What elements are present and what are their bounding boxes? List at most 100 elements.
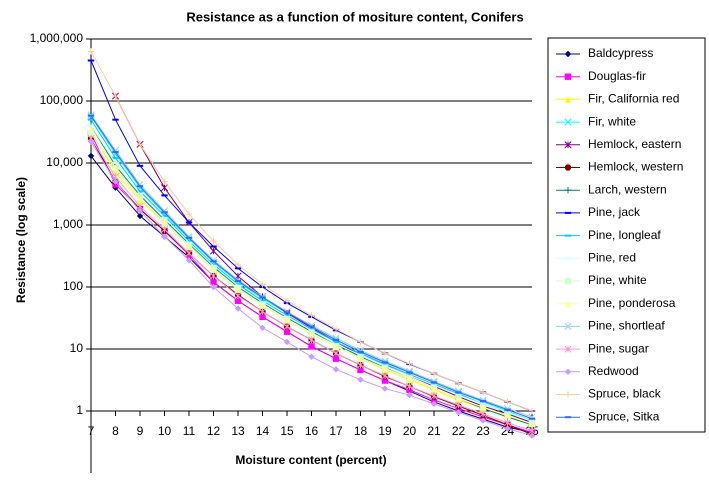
legend-label: Pine, ponderosa — [588, 296, 676, 310]
marker — [112, 92, 119, 100]
legend-marker — [564, 391, 572, 398]
legend-label: Hemlock, eastern — [588, 137, 681, 151]
marker — [283, 323, 291, 331]
marker — [185, 257, 193, 264]
marker — [406, 374, 413, 382]
marker — [381, 385, 389, 392]
y-axis-title: Resistance (log scale) — [14, 177, 28, 303]
marker — [234, 292, 242, 300]
marker — [259, 324, 266, 331]
chart-title: Resistance as a function of mositure con… — [186, 9, 523, 24]
legend-marker — [564, 322, 572, 330]
marker — [283, 316, 291, 323]
marker — [528, 432, 536, 439]
x-tick-label: 23 — [476, 424, 490, 438]
marker — [161, 178, 168, 185]
marker — [160, 184, 169, 192]
marker — [209, 272, 218, 280]
legend-marker — [564, 50, 572, 58]
marker — [258, 308, 267, 316]
marker — [430, 385, 438, 392]
marker — [357, 366, 364, 374]
legend-marker — [564, 73, 572, 80]
x-tick-label: 13 — [231, 424, 245, 438]
marker — [87, 152, 95, 160]
legend-label: Redwood — [588, 364, 639, 378]
legend-label: Pine, shortleaf — [588, 319, 665, 333]
marker — [308, 329, 315, 337]
marker — [259, 281, 266, 288]
marker — [332, 366, 340, 373]
marker — [136, 207, 144, 214]
marker — [308, 343, 315, 350]
legend-marker — [564, 118, 572, 126]
marker — [234, 261, 242, 268]
marker — [479, 417, 487, 424]
legend-marker — [564, 164, 572, 171]
marker — [283, 338, 291, 346]
marker — [503, 419, 512, 427]
legend-label: Fir, white — [588, 114, 636, 128]
marker — [381, 350, 389, 357]
marker — [405, 382, 414, 390]
marker — [528, 420, 536, 428]
legend-label: Pine, jack — [588, 205, 641, 219]
marker — [504, 425, 511, 432]
series-line — [115, 95, 533, 424]
marker — [283, 297, 291, 304]
x-tick-label: 7 — [88, 424, 95, 438]
marker — [87, 138, 95, 145]
legend-marker — [564, 96, 572, 103]
marker — [210, 237, 217, 245]
marker — [381, 377, 389, 384]
marker — [234, 297, 242, 304]
marker — [381, 372, 389, 380]
legend-label: Baldcypress — [588, 46, 653, 60]
y-tick-label: 1 — [76, 403, 83, 417]
marker — [528, 407, 536, 415]
marker — [454, 401, 463, 409]
y-tick-label: 1,000 — [53, 217, 83, 231]
x-tick-label: 20 — [403, 424, 417, 438]
marker — [161, 233, 168, 240]
legend-label: Pine, sugar — [588, 341, 649, 355]
marker — [185, 242, 193, 249]
marker — [307, 336, 316, 344]
marker — [381, 365, 389, 372]
x-tick-label: 11 — [183, 424, 196, 438]
legend-marker — [564, 277, 572, 285]
legend-label: Pine, white — [588, 273, 647, 287]
marker — [87, 48, 95, 55]
legend-label: Pine, longleaf — [588, 228, 661, 242]
legend-marker — [564, 300, 572, 307]
x-tick-label: 17 — [329, 424, 343, 438]
marker — [406, 391, 413, 399]
marker — [406, 386, 413, 393]
marker — [357, 354, 364, 362]
marker — [332, 349, 340, 357]
marker — [430, 396, 438, 404]
marker — [160, 225, 169, 233]
x-tick-label: 12 — [207, 424, 221, 438]
marker — [357, 376, 364, 383]
marker — [430, 392, 438, 400]
legend-label: Fir, California red — [588, 92, 679, 106]
y-tick-label: 100,000 — [40, 93, 84, 107]
marker — [455, 395, 462, 402]
x-tick-label: 9 — [137, 424, 144, 438]
marker — [308, 353, 315, 360]
marker — [455, 409, 462, 416]
legend-label: Hemlock, western — [588, 160, 683, 174]
marker — [185, 210, 193, 218]
marker — [136, 194, 144, 201]
legend-box — [547, 37, 706, 433]
marker — [332, 343, 340, 350]
x-tick-label: 10 — [158, 424, 172, 438]
y-tick-label: 10 — [70, 341, 84, 355]
y-tick-label: 100 — [63, 279, 83, 293]
marker — [259, 301, 266, 308]
legend-marker — [564, 368, 572, 375]
marker — [430, 370, 438, 377]
marker — [87, 126, 95, 133]
x-tick-label: 19 — [378, 424, 392, 438]
